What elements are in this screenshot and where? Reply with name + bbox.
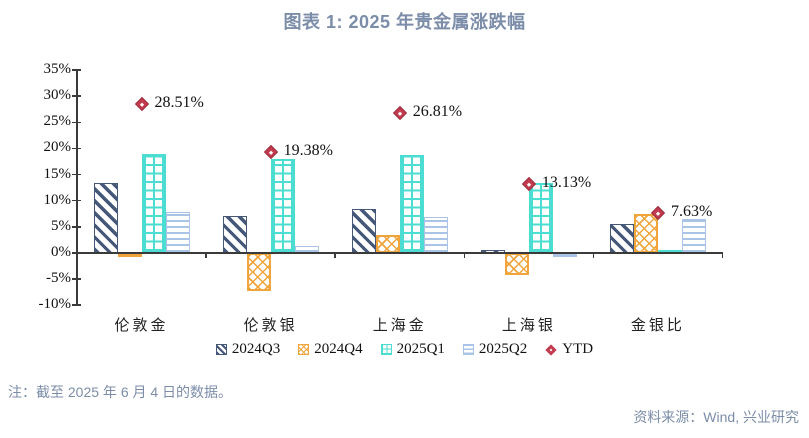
bar-2025Q1-上海银: [528, 182, 553, 253]
y-axis-tick: [72, 95, 81, 97]
legend-label: 2025Q2: [478, 341, 528, 357]
legend-swatch-2024Q3: [215, 344, 227, 355]
ytd-marker-上海金: [392, 105, 407, 120]
y-axis-line: [76, 70, 78, 306]
ytd-marker-伦敦银: [263, 144, 278, 159]
ytd-value-label: 28.51%: [154, 93, 204, 111]
ytd-value-label: 13.13%: [541, 174, 592, 192]
ytd-marker-center: [527, 182, 531, 187]
legend-label: 2025Q1: [396, 341, 445, 357]
y-axis-tick: [72, 121, 81, 124]
bar-2024Q4-上海银: [504, 252, 529, 276]
legend-item-YTD: YTD: [545, 341, 593, 358]
source-text: 资料来源：Wind, 兴业研究: [633, 409, 799, 425]
legend-swatch-2025Q2: [462, 344, 474, 355]
y-axis-tick: [72, 173, 81, 176]
legend-label: YTD: [562, 341, 594, 357]
y-axis-tick-label: 30%: [43, 87, 72, 104]
x-axis-tick: [205, 252, 207, 258]
bar-2025Q1-伦敦银: [270, 159, 295, 253]
y-axis-tick: [72, 278, 81, 280]
y-axis-tick: [72, 147, 81, 150]
legend-swatch-2025Q1: [380, 344, 392, 355]
ytd-value-label: 7.63%: [670, 203, 713, 221]
bar-2025Q1-上海金: [399, 154, 424, 253]
bar-2025Q2-金银比: [681, 218, 706, 253]
legend-swatch-ytd-diamond-icon: [545, 343, 557, 356]
category-label-上海银: 上海银: [501, 318, 556, 334]
ytd-value-label: 19.38%: [283, 141, 333, 159]
ytd-marker-center: [268, 150, 273, 154]
category-label-伦敦银: 伦敦银: [243, 318, 298, 334]
y-axis-tick-label: 35%: [43, 61, 72, 77]
y-axis-tick-label: 10%: [43, 191, 72, 208]
y-axis-tick-label: 15%: [43, 165, 72, 182]
bar-2025Q2-伦敦金: [165, 211, 190, 253]
category-label-金银比: 金银比: [630, 318, 685, 334]
x-axis-tick: [334, 252, 336, 258]
legend-item-2025Q1: 2025Q1: [380, 341, 445, 358]
bar-2024Q3-伦敦银: [222, 215, 247, 253]
legend-swatch-2024Q4: [298, 344, 310, 355]
legend-item-2025Q2: 2025Q2: [462, 341, 528, 358]
y-axis-tick: [72, 304, 81, 306]
x-axis-line: [76, 252, 723, 254]
x-axis-tick: [721, 252, 724, 258]
y-axis-tick: [72, 226, 81, 228]
x-axis-tick: [592, 252, 595, 258]
y-axis-tick-label: 0%: [51, 243, 71, 260]
y-axis-tick-label: -10%: [38, 296, 72, 313]
bar-2024Q4-金银比: [633, 214, 658, 253]
note-text: 注：截至 2025 年 6 月 4 日的数据。: [8, 384, 233, 400]
legend-item-2024Q4: 2024Q4: [298, 341, 363, 358]
chart-legend: 2024Q3 2024Q4 2025Q1 2025Q2 YTD: [0, 341, 809, 358]
legend-swatch-ytd-center: [549, 347, 553, 351]
ytd-value-label: 26.81%: [412, 102, 463, 120]
y-axis-tick-label: 25%: [43, 113, 72, 130]
bar-2024Q4-伦敦银: [246, 252, 271, 292]
ytd-marker-center: [656, 211, 660, 216]
bar-2024Q4-上海金: [375, 235, 400, 253]
ytd-marker-center: [397, 111, 402, 115]
legend-item-2024Q3: 2024Q3: [215, 341, 281, 358]
x-axis-tick: [463, 252, 466, 258]
y-axis-tick-label: 20%: [43, 139, 72, 156]
bar-2025Q1-伦敦金: [141, 154, 166, 253]
bar-2024Q3-伦敦金: [93, 183, 118, 253]
bar-2024Q3-金银比: [609, 224, 634, 253]
bar-2024Q3-上海金: [351, 209, 376, 253]
y-axis-tick: [72, 199, 81, 202]
y-axis-tick-label: -5%: [46, 270, 71, 287]
bar-2024Q4-伦敦金: [117, 252, 142, 257]
y-axis-tick-label: 5%: [51, 217, 71, 234]
ytd-marker-伦敦金: [134, 96, 149, 111]
y-axis-tick: [72, 69, 81, 71]
ytd-marker-center: [139, 102, 144, 107]
legend-label: 2024Q4: [314, 341, 363, 357]
legend-label: 2024Q3: [231, 341, 281, 357]
chart-title: 图表 1: 2025 年贵金属涨跌幅: [283, 12, 526, 32]
category-label-上海金: 上海金: [372, 318, 427, 334]
bar-2025Q2-上海金: [423, 217, 448, 253]
category-label-伦敦金: 伦敦金: [114, 318, 169, 334]
